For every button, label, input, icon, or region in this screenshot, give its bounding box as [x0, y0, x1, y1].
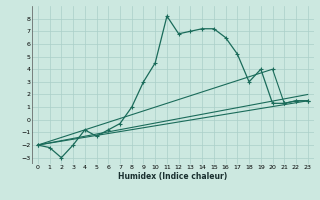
X-axis label: Humidex (Indice chaleur): Humidex (Indice chaleur)	[118, 172, 228, 181]
